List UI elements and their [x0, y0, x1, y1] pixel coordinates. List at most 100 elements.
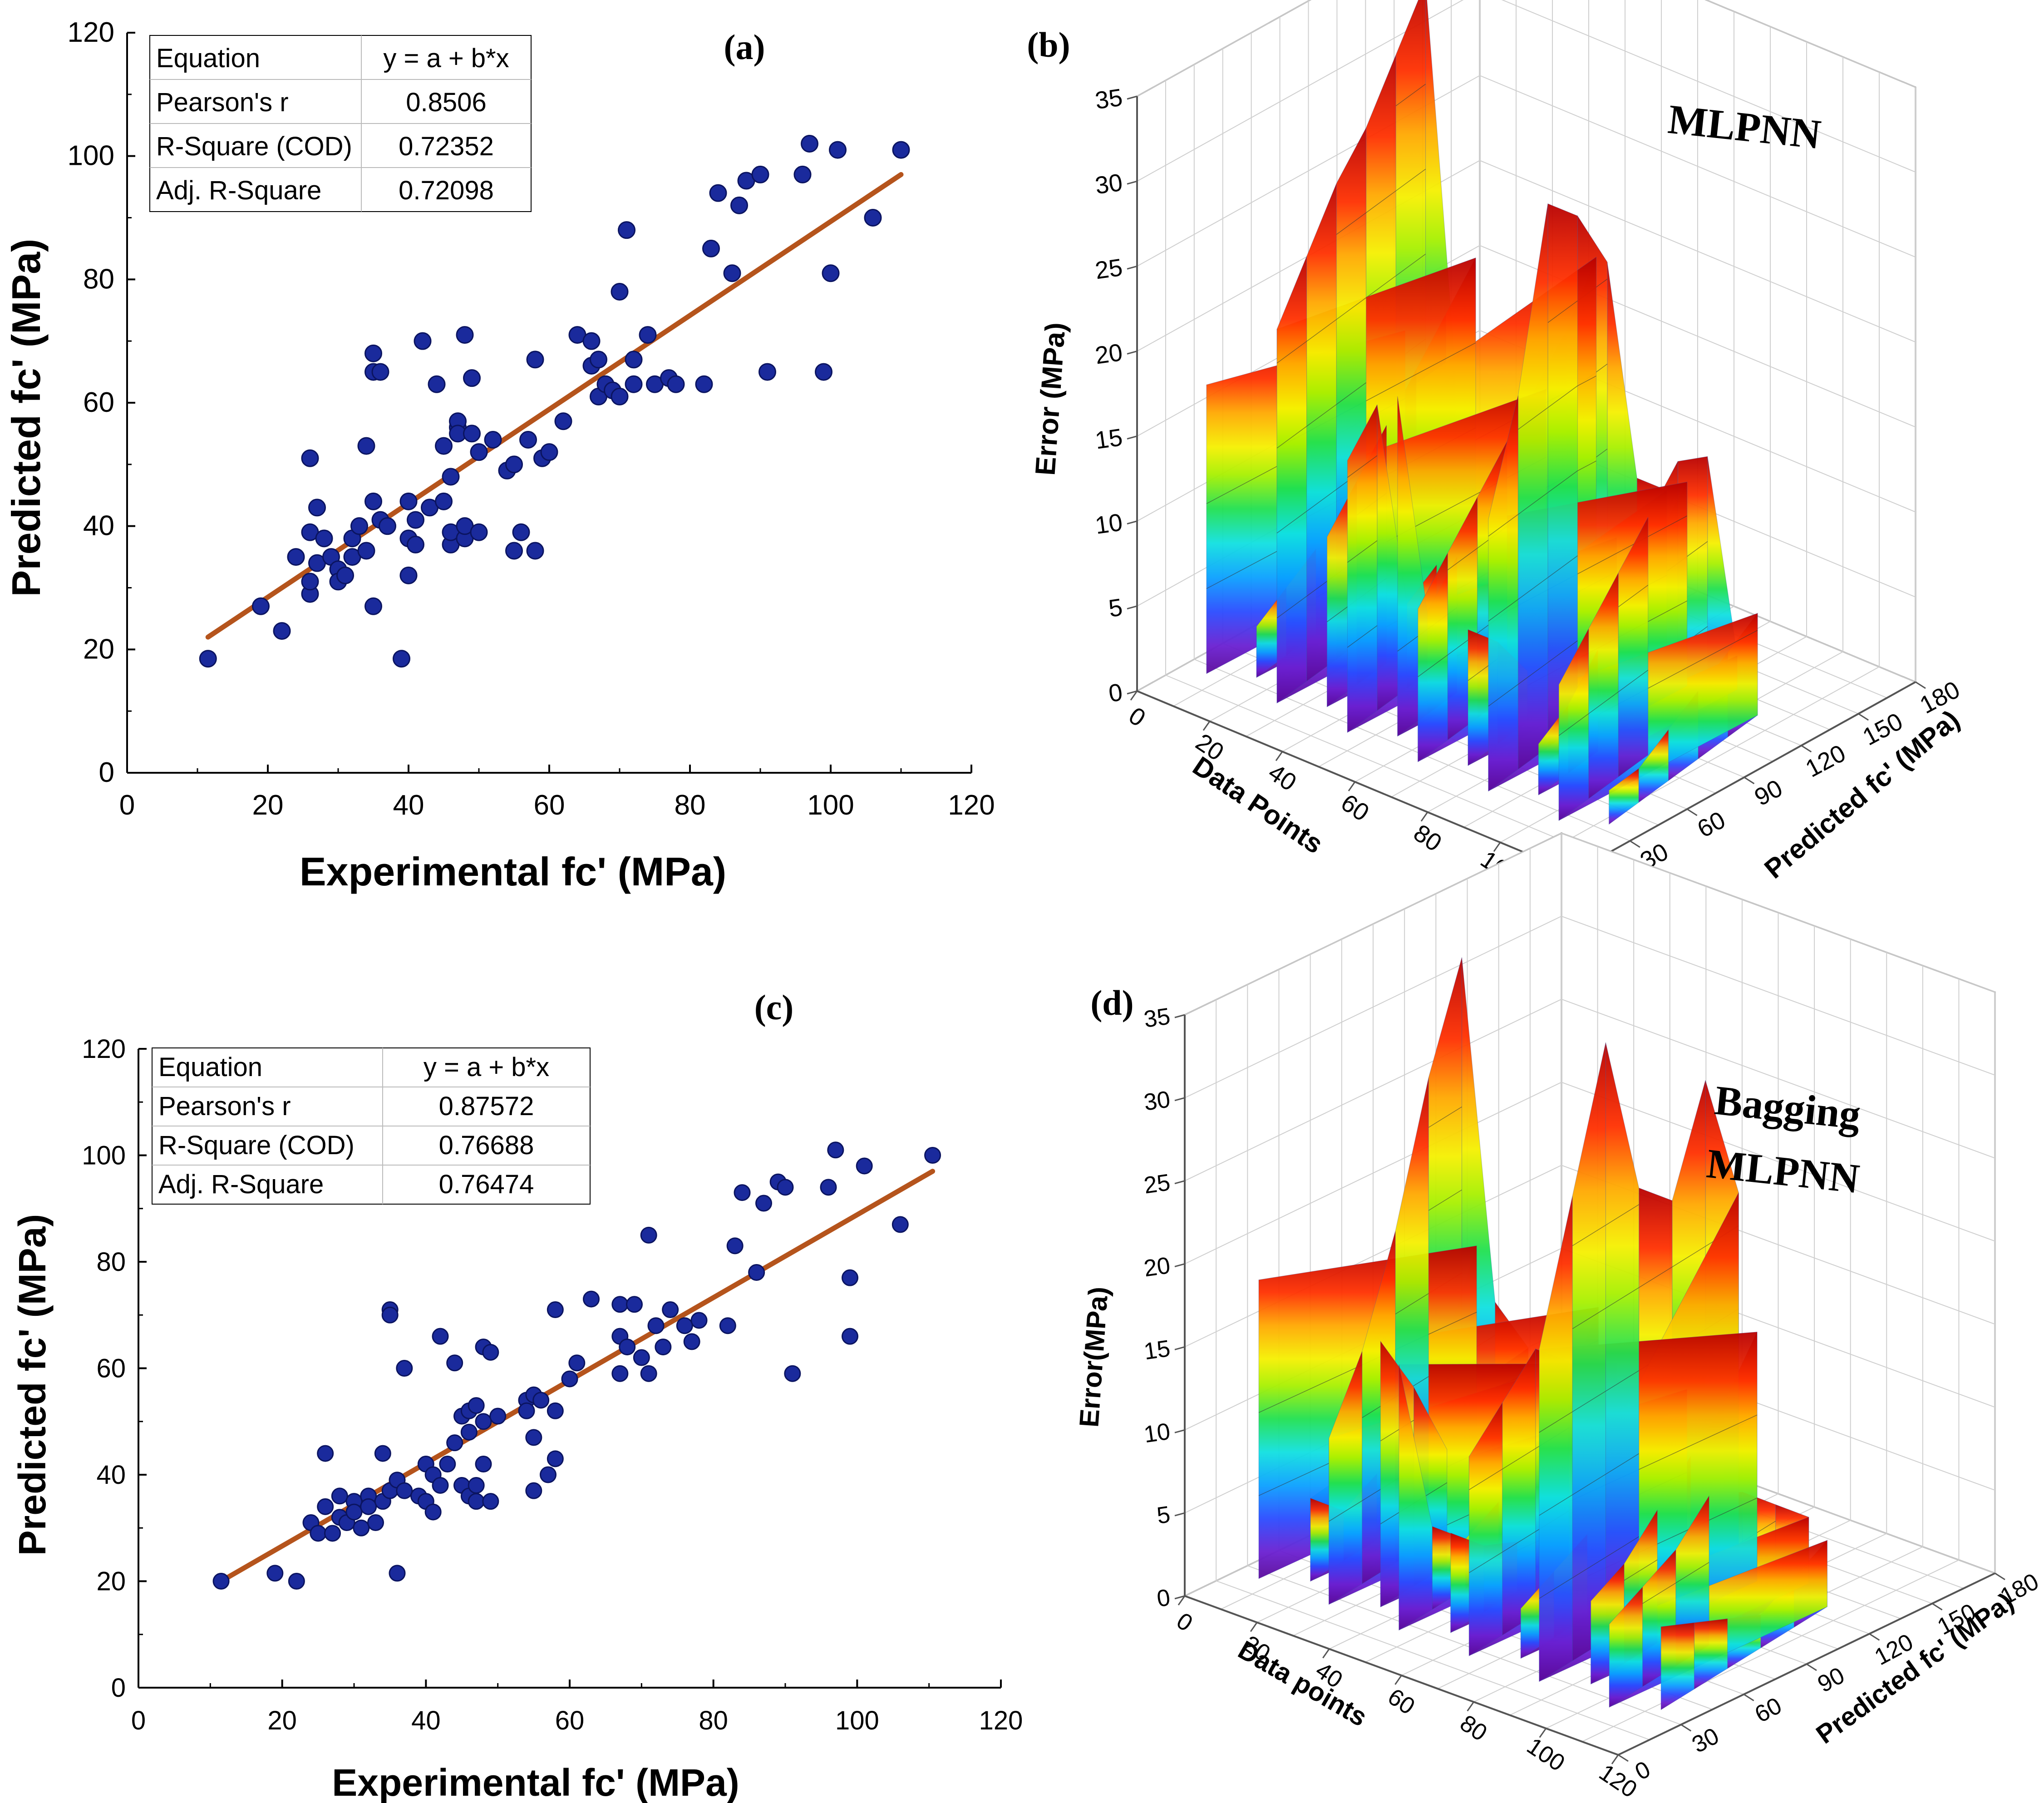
panel-d-xtick-mark	[1177, 1596, 1186, 1605]
panel-d-zlabel: Error(MPa)	[1074, 1286, 1113, 1428]
panel-d-ztick-label: 25	[1142, 1169, 1172, 1199]
panel-d-contour-line	[1605, 1370, 1639, 1392]
panel-c-data-point	[583, 1290, 600, 1308]
panel-d-contour-line	[1502, 1448, 1536, 1470]
panel-b-grid-floor-y	[1165, 675, 1602, 857]
panel-b-ztick-label: 35	[1093, 84, 1124, 114]
panel-c-ytick-label: 0	[111, 1673, 126, 1703]
panel-a-table-key: Adj. R-Square	[156, 176, 321, 205]
panel-d-xtick-mark	[1539, 1728, 1547, 1738]
panel-a-data-point	[793, 165, 812, 183]
panel-b-xtick-mark	[1420, 811, 1428, 822]
panel-c-data-point	[755, 1195, 772, 1212]
panel-c-data-point	[331, 1487, 348, 1505]
panel-d-ytick-mark	[1743, 1694, 1754, 1701]
panel-b-contour-line	[1447, 548, 1478, 571]
panel-a-data-point	[730, 196, 748, 214]
panel-b-contour-line	[1336, 382, 1367, 405]
panel-b-ztick-mark	[1127, 265, 1138, 270]
panel-d-ztick-label: 5	[1155, 1502, 1172, 1529]
panel-b-contour-line	[1347, 455, 1378, 478]
panel-a-data-point	[357, 542, 375, 560]
panel-d-xtick-mark	[1250, 1622, 1258, 1632]
panel-b-contour-line	[1517, 577, 1548, 600]
panel-b-surface-strip	[1276, 256, 1307, 704]
panel-a-table-key: Pearson's r	[156, 88, 289, 117]
panel-d-contour-line	[1572, 1308, 1606, 1329]
panel-d-contour-line	[1329, 1500, 1363, 1522]
panel-c-table-value: 0.76688	[439, 1131, 534, 1160]
panel-d-xtick-label: 60	[1383, 1684, 1419, 1720]
panel-a-xtick-label: 20	[252, 790, 284, 821]
panel-d-xtick-mark	[1611, 1754, 1619, 1764]
panel-c-ytick-label: 60	[96, 1354, 126, 1383]
panel-b-surface-strip	[1609, 768, 1639, 825]
panel-c-table-key: R-Square (COD)	[158, 1131, 355, 1160]
panel-c-table-value: y = a + b*x	[424, 1052, 549, 1082]
panel-a-data-point	[463, 425, 481, 443]
panel-c-data-point	[317, 1445, 334, 1462]
panel-a-data-point	[801, 135, 818, 153]
panel-b-contour-line	[1618, 585, 1649, 608]
panel-a-data-point	[590, 351, 607, 369]
panel-c-data-point	[719, 1317, 736, 1334]
panel-a-data-point	[414, 332, 432, 350]
panel-b-xtick-label: 40	[1263, 759, 1301, 796]
panel-a-ytick-label: 120	[68, 17, 114, 48]
panel-b-contour-line	[1547, 640, 1578, 663]
panel-c-data-point	[540, 1466, 557, 1483]
panel-d-xtick-mark	[1394, 1675, 1402, 1685]
panel-b-error-surface	[1206, 0, 1758, 825]
panel-c-data-point	[525, 1429, 542, 1446]
panel-a-data-point	[364, 344, 382, 362]
panel-c-data-point	[655, 1339, 672, 1356]
panel-c-data-point	[676, 1317, 693, 1334]
panel-c-ytick-label: 100	[82, 1141, 126, 1171]
panel-d-contour-line	[1624, 1559, 1658, 1581]
panel-b-ztick-mark	[1127, 180, 1138, 185]
panel-a-data-point	[393, 650, 410, 668]
panel-a-data-point	[442, 468, 460, 486]
panel-b-contour-line	[1395, 84, 1426, 106]
panel-b-xtick-mark	[1493, 842, 1501, 852]
panel-b-contour-line	[1276, 596, 1307, 618]
panel-a-data-point	[199, 650, 217, 668]
panel-a-table-key: Equation	[156, 44, 260, 73]
panel-c-data-point	[396, 1360, 413, 1377]
panel-b-contour-line	[1517, 492, 1548, 515]
panel-b-contour-line	[1366, 275, 1396, 298]
panel-c-data-point	[374, 1445, 391, 1462]
panel-c-data-point	[662, 1301, 679, 1319]
panel-d-ytick-mark	[1931, 1603, 1943, 1610]
panel-d-grid-floor-y	[1216, 1580, 1650, 1740]
panel-a-xtick-label: 100	[807, 790, 854, 821]
panel-a-data-point	[357, 437, 375, 455]
panel-d-contour-line	[1605, 1453, 1639, 1475]
panel-b-ytick-label: 90	[1750, 775, 1787, 811]
panel-a-data-point	[505, 455, 523, 474]
panel-b-ytick-mark	[1801, 745, 1812, 753]
panel-b-ytick-label: 60	[1693, 806, 1730, 843]
panel-b-ytick-mark	[1630, 840, 1640, 848]
panel-a-data-point	[428, 375, 446, 393]
panel-c-table-value: 0.76474	[439, 1170, 534, 1199]
panel-d-contour-line	[1428, 1106, 1462, 1128]
panel-c-data-point	[360, 1498, 377, 1515]
panel-b-ztick-label: 5	[1107, 593, 1124, 622]
panel-a-ylabel: Predicted fc' (MPa)	[4, 239, 49, 597]
panel-c-data-point	[647, 1317, 665, 1334]
panel-b-contour-line	[1517, 662, 1548, 685]
panel-b-xtick-mark	[1130, 691, 1138, 701]
panel-d-xtick-label: 0	[1172, 1608, 1197, 1637]
panel-a-data-point	[456, 326, 474, 344]
panel-c-data-point	[734, 1184, 751, 1201]
panel-c-data-point	[439, 1456, 456, 1473]
panel-c-data-point	[482, 1493, 499, 1510]
panel-d-ztick-mark	[1174, 1097, 1185, 1102]
panel-b-contour-line	[1276, 341, 1307, 364]
panel-d-contour-line	[1572, 1557, 1606, 1578]
panel-d-ztick-mark	[1174, 1014, 1185, 1018]
panel-c-data-point	[353, 1519, 370, 1536]
panel-d-contour-line	[1675, 1562, 1709, 1584]
panel-a-data-point	[582, 332, 601, 350]
